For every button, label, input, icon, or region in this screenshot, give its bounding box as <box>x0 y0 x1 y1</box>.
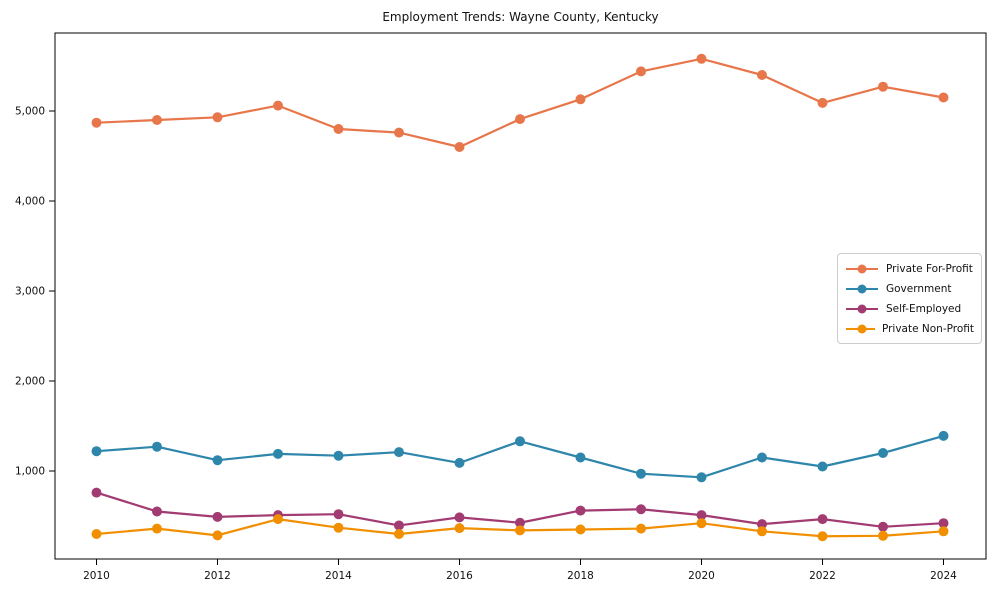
y-axis-tick-label: 3,000 <box>15 286 45 298</box>
data-point-private-for-profit-2011 <box>152 115 162 125</box>
data-point-government-2022 <box>817 461 828 472</box>
data-point-self-employed-2019 <box>636 504 646 515</box>
data-point-private-non-profit-2019 <box>636 523 646 534</box>
y-axis-tick-label: 5,000 <box>15 106 45 118</box>
line-marker-sample-icon <box>846 304 878 314</box>
data-point-government-2016 <box>454 457 465 468</box>
data-point-self-employed-2024 <box>938 518 949 529</box>
data-point-self-employed-2012 <box>212 511 223 522</box>
data-point-self-employed-2021 <box>757 519 767 530</box>
data-point-private-for-profit-2017 <box>515 114 525 125</box>
data-point-government-2013 <box>273 448 283 459</box>
data-point-government-2011 <box>152 441 162 452</box>
series-government <box>91 430 949 483</box>
legend-label: Private Non-Profit <box>881 323 974 335</box>
data-point-private-non-profit-2018 <box>575 524 586 535</box>
plot-border <box>54 32 987 560</box>
x-axis-tick-label: 2022 <box>809 570 836 582</box>
data-point-government-2023 <box>878 448 888 458</box>
y-axis-tick-label: 4,000 <box>15 196 45 208</box>
data-point-self-employed-2020 <box>696 510 707 521</box>
data-point-private-for-profit-2020 <box>696 53 707 64</box>
data-point-private-for-profit-2014 <box>333 124 344 134</box>
series-private-non-profit <box>91 514 949 542</box>
data-point-private-non-profit-2021 <box>757 526 767 537</box>
legend-item-private-for-profit: Private For-Profit <box>845 259 974 279</box>
line-marker-sample-icon <box>846 284 878 294</box>
data-point-government-2014 <box>333 450 344 461</box>
legend-item-government: Government <box>845 279 974 299</box>
data-point-private-non-profit-2013 <box>273 514 283 525</box>
legend-item-self-employed: Self-Employed <box>845 299 974 319</box>
data-point-self-employed-2017 <box>515 517 525 528</box>
data-point-self-employed-2015 <box>394 520 404 531</box>
data-point-government-2020 <box>696 472 707 483</box>
data-point-private-for-profit-2019 <box>636 66 646 77</box>
legend-label: Private For-Profit <box>886 263 973 275</box>
data-point-government-2018 <box>575 452 586 463</box>
series-private-for-profit <box>91 53 949 152</box>
data-point-government-2019 <box>636 468 646 479</box>
data-point-private-non-profit-2010 <box>91 529 102 539</box>
data-point-self-employed-2016 <box>454 512 465 523</box>
data-point-private-for-profit-2023 <box>878 81 888 92</box>
legend-label: Self-Employed <box>886 303 962 315</box>
legend-item-private-non-profit: Private Non-Profit <box>845 319 974 339</box>
data-point-private-non-profit-2014 <box>333 522 344 533</box>
x-axis-tick-label: 2016 <box>446 570 473 582</box>
line-marker-sample-icon <box>846 264 878 274</box>
data-point-government-2015 <box>394 447 404 458</box>
y-axis-tick-label: 1,000 <box>15 466 45 478</box>
data-point-self-employed-2014 <box>333 509 344 520</box>
x-axis-tick-label: 2018 <box>567 570 594 582</box>
data-point-private-for-profit-2022 <box>817 97 828 108</box>
data-point-private-for-profit-2018 <box>575 94 586 105</box>
data-point-private-non-profit-2016 <box>454 523 465 534</box>
data-point-private-non-profit-2011 <box>152 523 162 534</box>
data-point-private-for-profit-2013 <box>273 100 283 111</box>
data-point-self-employed-2022 <box>817 514 828 525</box>
x-axis-tick-label: 2020 <box>688 570 715 582</box>
data-point-private-for-profit-2010 <box>91 117 102 128</box>
series-line-private-for-profit <box>96 57 944 149</box>
data-point-government-2017 <box>515 436 525 447</box>
data-point-private-for-profit-2021 <box>757 70 767 80</box>
data-point-private-non-profit-2017 <box>515 525 525 536</box>
data-point-self-employed-2010 <box>91 487 102 498</box>
data-point-private-non-profit-2012 <box>212 530 223 541</box>
data-point-government-2012 <box>212 455 223 466</box>
data-point-private-non-profit-2023 <box>878 530 888 541</box>
series-self-employed <box>91 487 949 532</box>
y-axis-tick-label: 2,000 <box>15 376 45 388</box>
data-point-private-non-profit-2020 <box>696 518 707 529</box>
data-point-private-for-profit-2012 <box>212 112 223 123</box>
data-point-private-for-profit-2016 <box>454 142 465 152</box>
data-point-self-employed-2018 <box>575 505 586 516</box>
data-point-government-2021 <box>757 452 767 463</box>
data-point-private-non-profit-2022 <box>817 531 828 542</box>
line-marker-sample-icon <box>846 324 875 334</box>
data-point-government-2024 <box>938 430 949 441</box>
data-point-private-for-profit-2024 <box>938 92 949 103</box>
chart-title: Employment Trends: Wayne County, Kentuck… <box>382 10 659 24</box>
data-point-private-non-profit-2024 <box>938 526 949 537</box>
data-point-self-employed-2011 <box>152 506 162 517</box>
data-point-government-2010 <box>91 446 102 457</box>
data-point-self-employed-2023 <box>878 521 888 532</box>
data-point-private-for-profit-2015 <box>394 127 404 138</box>
legend: Private For-Profit Government Self-Emplo… <box>837 253 982 344</box>
x-axis-tick-label: 2014 <box>325 570 352 582</box>
x-axis-tick-label: 2010 <box>83 570 110 582</box>
data-point-private-non-profit-2015 <box>394 529 404 539</box>
x-axis-tick-label: 2012 <box>204 570 231 582</box>
x-axis-tick-label: 2024 <box>930 570 957 582</box>
legend-label: Government <box>886 283 952 295</box>
